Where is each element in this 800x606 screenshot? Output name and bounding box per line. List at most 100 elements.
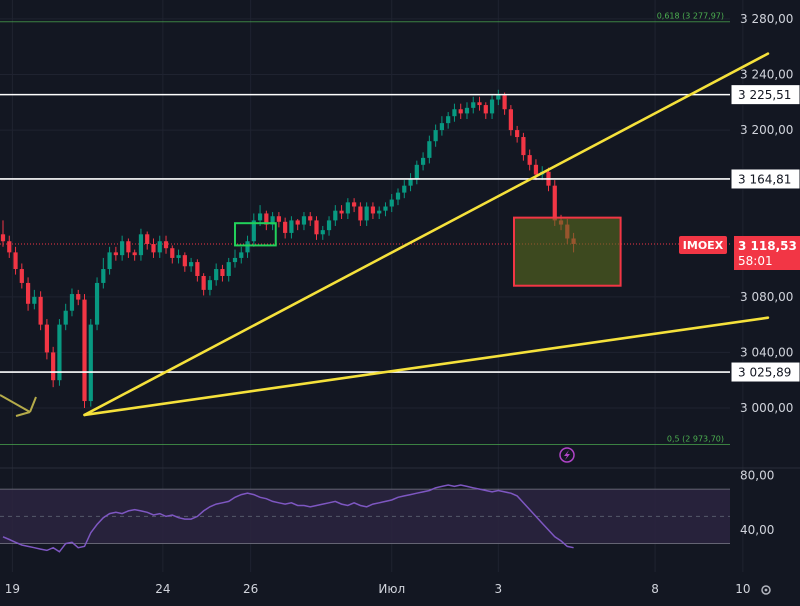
- price-tick-label: 3 080,00: [740, 290, 793, 304]
- candle-body: [433, 130, 438, 142]
- symbol-label: IMOEX: [683, 239, 724, 252]
- candle-body: [145, 234, 150, 245]
- candle-body: [19, 269, 24, 283]
- fib-levels: 0,618 (3 277,97) 0,5 (2 973,70): [0, 12, 730, 446]
- candle-body: [82, 299, 87, 402]
- candle-body: [320, 230, 325, 235]
- candle-body: [301, 216, 307, 225]
- candle-body: [333, 210, 338, 221]
- candle-body: [220, 269, 225, 276]
- candle-body: [163, 241, 169, 249]
- candle-body: [289, 220, 294, 233]
- candle-body: [377, 210, 382, 214]
- horizontal-level-label: 3 225,51: [738, 88, 791, 102]
- rsi-band: [0, 489, 730, 544]
- rsi-tick-label: 40,00: [740, 523, 774, 537]
- time-tick-label: 19: [5, 582, 20, 596]
- candle-body: [63, 310, 68, 325]
- candle-body: [527, 155, 532, 165]
- candle-body: [245, 241, 250, 253]
- candle-body: [477, 102, 482, 106]
- candle-body: [232, 257, 238, 263]
- time-tick-label: Июл: [378, 582, 405, 596]
- time-tick-label: 10: [735, 582, 750, 596]
- candle-body: [132, 252, 137, 256]
- candle-body: [170, 248, 175, 258]
- horizontal-level-badge: [730, 361, 800, 383]
- rsi-axis: 80,00 40,00: [740, 469, 774, 538]
- candle-body: [257, 213, 263, 221]
- candle-body: [496, 95, 501, 100]
- candle-body: [489, 99, 495, 114]
- candle-body: [57, 324, 62, 381]
- candle-body: [483, 105, 488, 114]
- candle-body: [44, 324, 49, 353]
- candle-body: [458, 109, 463, 114]
- horizontal-levels: 3 225,51 3 164,81 3 025,89: [0, 84, 800, 383]
- fib-level-label: 0,5 (2 973,70): [667, 435, 724, 444]
- candle-body: [107, 252, 112, 270]
- candle-body: [283, 221, 288, 233]
- time-tick-label: 26: [243, 582, 258, 596]
- trend-line: [83, 316, 770, 417]
- candle-body: [182, 255, 187, 267]
- candle-body: [157, 241, 162, 253]
- time-tick-label: 24: [155, 582, 170, 596]
- rsi-tick-label: 80,00: [740, 469, 774, 483]
- horizontal-level-badge: [730, 168, 800, 190]
- candle-body: [439, 123, 444, 131]
- arrow-annotation: [0, 394, 37, 417]
- time-axis[interactable]: 19 24 26 Июл 3 8 10: [5, 582, 751, 596]
- price-tick-label: 3 240,00: [740, 68, 793, 82]
- candle-body: [358, 206, 363, 221]
- price-axis[interactable]: 3 280,00 3 240,00 3 200,00 3 080,00 3 040,00…: [740, 12, 793, 415]
- candle-body: [101, 269, 106, 283]
- gear-icon[interactable]: [761, 585, 771, 595]
- highlight-rectangle: [513, 216, 622, 287]
- last-price-badge: 3 118,53 58:01: [734, 236, 800, 270]
- candle-body: [76, 294, 81, 300]
- rectangles: [233, 216, 622, 287]
- candle-body: [176, 255, 181, 258]
- price-tick-label: 3 280,00: [740, 12, 793, 26]
- lightning-icon[interactable]: [559, 447, 575, 463]
- trend-line: [83, 52, 770, 417]
- candle-body: [370, 206, 376, 214]
- candle-body: [395, 192, 401, 200]
- candle-body: [402, 185, 407, 193]
- candle-body: [515, 130, 520, 138]
- price-tick-label: 3 000,00: [740, 401, 793, 415]
- candle-body: [195, 262, 200, 276]
- candle-body: [446, 116, 451, 124]
- candle-body: [276, 216, 281, 222]
- candle-body: [552, 185, 557, 221]
- candle-body: [151, 244, 156, 253]
- highlight-rectangle: [233, 222, 277, 247]
- rsi-line: [2, 484, 574, 553]
- candle-body: [508, 109, 513, 131]
- candle-body: [226, 262, 231, 276]
- time-tick-label: 8: [651, 582, 659, 596]
- symbol-badge: IMOEX: [679, 236, 727, 254]
- candle-body: [352, 202, 357, 207]
- candle-body: [326, 220, 332, 231]
- candle-body: [295, 220, 300, 225]
- last-price-label: 3 118,53: [738, 239, 797, 253]
- candle-body: [383, 206, 388, 211]
- candle-body: [51, 352, 56, 381]
- candle-body: [207, 280, 213, 290]
- candle-body: [464, 107, 470, 114]
- candle-body: [214, 269, 219, 281]
- candle-body: [120, 241, 125, 256]
- candle-body: [201, 275, 206, 290]
- candle-body: [427, 141, 432, 158]
- price-tick-label: 3 040,00: [740, 345, 793, 359]
- candle-body: [389, 199, 394, 207]
- candle-body: [364, 206, 369, 221]
- candle-body: [502, 95, 507, 110]
- candle-body: [113, 252, 118, 256]
- candle-body: [7, 241, 12, 253]
- candle-body: [452, 109, 457, 117]
- horizontal-level-badge: [730, 84, 800, 106]
